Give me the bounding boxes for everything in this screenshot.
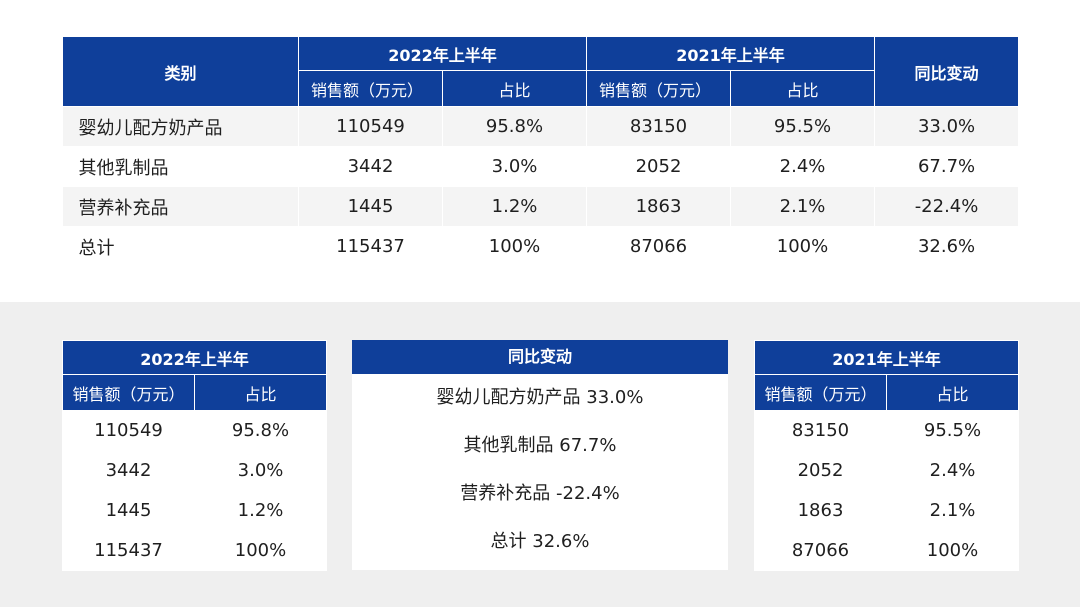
cell-sales-2022: 1445 — [298, 186, 443, 227]
cell-share-2022: 95.8% — [442, 106, 588, 147]
cell-sales: 115437 — [62, 530, 195, 571]
subheader-sales: 销售额（万元） — [62, 374, 195, 411]
table-row: 其他乳制品 3442 3.0% 2052 2.4% 67.7% — [62, 146, 1020, 187]
table-row: 115437 100% — [62, 530, 327, 571]
cell-share-2021: 100% — [730, 226, 876, 267]
cell-sales: 1445 — [62, 490, 195, 531]
cell-yoy: 33.0% — [874, 106, 1020, 147]
sales-comparison-table: 类别 2022年上半年 2021年上半年 同比变动 销售额（万元） 占比 销售额… — [62, 36, 1020, 267]
cell-sales: 1863 — [754, 490, 887, 531]
table-row: 2052 2.4% — [754, 450, 1019, 491]
cell-share: 3.0% — [194, 450, 327, 491]
cell-yoy: 67.7% — [874, 146, 1020, 187]
cell-share-2021: 2.1% — [730, 186, 876, 227]
subheader-sales-2021: 销售额（万元） — [586, 70, 732, 107]
cell-share-2021: 95.5% — [730, 106, 876, 147]
card-title: 2022年上半年 — [61, 340, 328, 375]
cell-share-2022: 3.0% — [442, 146, 588, 187]
cell-yoy: 32.6% — [874, 226, 1020, 267]
card-title: 同比变动 — [352, 340, 728, 374]
table-row: 婴幼儿配方奶产品 110549 95.8% 83150 95.5% 33.0% — [62, 106, 1020, 147]
table-row: 1863 2.1% — [754, 490, 1019, 531]
card-2021-h1: 2021年上半年 销售额（万元） 占比 83150 95.5% 2052 2.4… — [753, 340, 1020, 571]
subheader-sales: 销售额（万元） — [754, 374, 887, 411]
cell-share: 2.4% — [886, 450, 1019, 491]
list-item: 其他乳制品 67.7% — [463, 435, 617, 456]
table-row: 营养补充品 1445 1.2% 1863 2.1% -22.4% — [62, 186, 1020, 227]
table-row: 1445 1.2% — [62, 490, 327, 531]
cell-sales: 87066 — [754, 530, 887, 571]
cell-sales-2021: 1863 — [586, 186, 732, 227]
cell-sales: 3442 — [62, 450, 195, 491]
cell-yoy: -22.4% — [874, 186, 1020, 227]
cell-share: 100% — [194, 530, 327, 571]
cell-share-2022: 100% — [442, 226, 588, 267]
list-item: 总计 32.6% — [490, 531, 590, 552]
table-row: 3442 3.0% — [62, 450, 327, 491]
cell-share-2021: 2.4% — [730, 146, 876, 187]
cell-category: 营养补充品 — [62, 186, 299, 227]
cell-sales-2022: 3442 — [298, 146, 443, 187]
card-title: 2021年上半年 — [753, 340, 1020, 375]
card-yoy-change: 同比变动 婴幼儿配方奶产品 33.0% 其他乳制品 67.7% 营养补充品 -2… — [352, 340, 728, 570]
table-row: 87066 100% — [754, 530, 1019, 571]
header-2022-h1: 2022年上半年 — [297, 36, 588, 71]
card-2022-h1: 2022年上半年 销售额（万元） 占比 110549 95.8% 3442 3.… — [61, 340, 328, 571]
header-category: 类别 — [62, 36, 299, 107]
cell-category: 其他乳制品 — [62, 146, 299, 187]
cell-sales: 110549 — [62, 410, 195, 451]
cell-share-2022: 1.2% — [442, 186, 588, 227]
table-row: 110549 95.8% — [62, 410, 327, 451]
cell-share: 1.2% — [194, 490, 327, 531]
table-row-total: 总计 115437 100% 87066 100% 32.6% — [62, 226, 1020, 267]
cell-share: 2.1% — [886, 490, 1019, 531]
cell-share: 95.5% — [886, 410, 1019, 451]
cell-sales: 2052 — [754, 450, 887, 491]
cell-sales: 83150 — [754, 410, 887, 451]
cell-sales-2021: 87066 — [586, 226, 732, 267]
table-row: 83150 95.5% — [754, 410, 1019, 451]
subheader-sales-2022: 销售额（万元） — [298, 70, 443, 107]
subheader-share: 占比 — [885, 374, 1020, 411]
header-yoy-change: 同比变动 — [874, 36, 1020, 107]
cell-share: 95.8% — [194, 410, 327, 451]
subheader-share-2022: 占比 — [441, 70, 588, 107]
cell-category: 总计 — [62, 226, 299, 267]
cell-sales-2022: 110549 — [298, 106, 443, 147]
cell-sales-2021: 2052 — [586, 146, 732, 187]
subheader-share-2021: 占比 — [730, 70, 876, 107]
header-2021-h1: 2021年上半年 — [586, 36, 876, 71]
cell-category: 婴幼儿配方奶产品 — [62, 106, 299, 147]
subheader-share: 占比 — [193, 374, 328, 411]
list-item: 婴幼儿配方奶产品 33.0% — [436, 387, 644, 408]
cell-share: 100% — [886, 530, 1019, 571]
cell-sales-2021: 83150 — [586, 106, 732, 147]
list-item: 营养补充品 -22.4% — [460, 483, 620, 504]
cell-sales-2022: 115437 — [298, 226, 443, 267]
